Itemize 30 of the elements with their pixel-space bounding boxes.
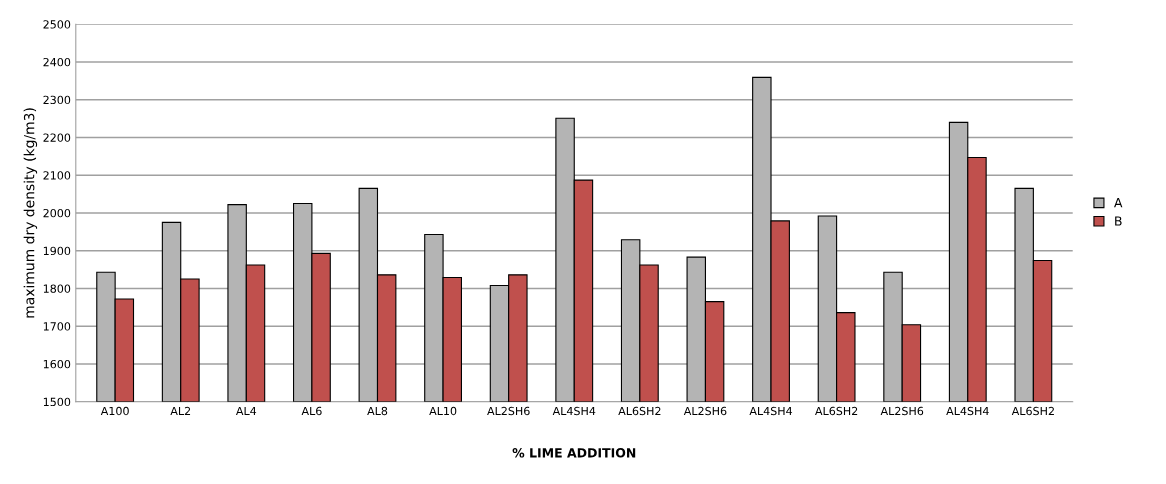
- y-tick-label: 1900: [43, 246, 71, 256]
- y-tick-label: 1500: [43, 397, 71, 407]
- x-tick-label: AL4SH4: [749, 406, 793, 416]
- y-tick-label: 1800: [43, 284, 71, 293]
- legend-label: B: [1115, 216, 1122, 226]
- x-tick-label: AL6SH2: [618, 406, 661, 416]
- y-tick-label: 2400: [43, 57, 71, 67]
- x-tick-label: AL6SH2: [815, 406, 858, 416]
- y-tick-label: 2300: [43, 95, 71, 105]
- x-tick-label: AL2: [170, 406, 191, 416]
- y-tick-label: 2200: [43, 133, 71, 142]
- y-tick-label: 2500: [43, 20, 71, 29]
- y-tick-label: 2100: [43, 171, 71, 180]
- x-tick-label: AL10: [429, 406, 457, 416]
- y-tick-label: 1600: [43, 359, 71, 369]
- x-tick-label: AL4SH4: [552, 406, 596, 416]
- legend-label: A: [1114, 198, 1123, 208]
- x-tick-label: AL4SH4: [946, 406, 989, 416]
- x-tick-label: A100: [100, 406, 129, 416]
- x-axis-title: % LIME ADDITION: [512, 448, 636, 458]
- y-axis-title: maximum dry density (kg/m3): [23, 108, 38, 318]
- x-tick-label: AL2SH6: [880, 406, 924, 416]
- x-tick-label: AL4: [235, 406, 257, 416]
- x-tick-label: AL6: [301, 406, 322, 416]
- x-tick-label: AL2SH6: [683, 406, 727, 416]
- y-tick-label: 2000: [43, 208, 71, 218]
- x-tick-label: AL6SH2: [1011, 406, 1054, 416]
- y-tick-label: 1700: [43, 322, 71, 331]
- x-tick-label: AL2SH6: [487, 406, 530, 416]
- x-tick-label: AL8: [367, 406, 388, 416]
